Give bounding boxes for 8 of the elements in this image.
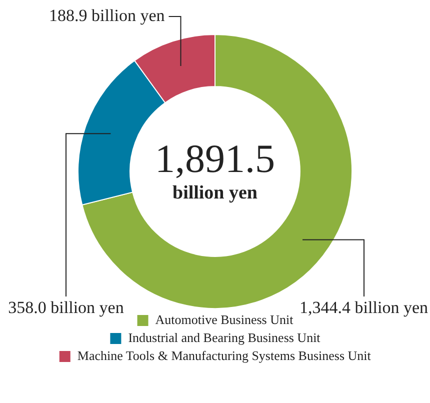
data-label: 1,344.4 billion yen <box>300 298 428 317</box>
legend-label: Industrial and Bearing Business Unit <box>128 330 321 345</box>
data-label: 358.0 billion yen <box>8 298 124 317</box>
data-label: 188.9 billion yen <box>49 6 166 25</box>
legend-label: Automotive Business Unit <box>155 312 294 327</box>
legend-label: Machine Tools & Manufacturing Systems Business Unit <box>77 348 372 363</box>
text: billion yen <box>172 182 258 204</box>
text: 1,891.5 <box>155 136 275 181</box>
